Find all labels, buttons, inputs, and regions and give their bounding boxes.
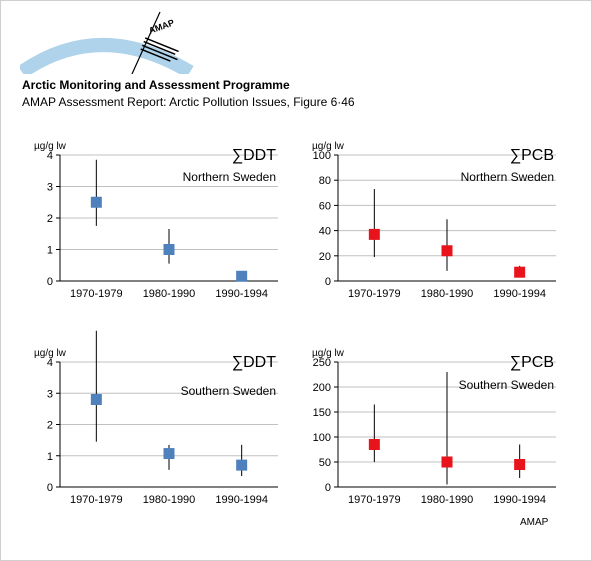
data-point	[163, 244, 175, 255]
y-tick-label: 4	[47, 357, 53, 369]
x-tick-label: 1990-1994	[215, 494, 268, 506]
y-tick-label: 0	[47, 276, 53, 288]
chart-title: ∑DDT	[232, 354, 277, 371]
chart-title: ∑DDT	[232, 147, 277, 164]
figure-title: Arctic Monitoring and Assessment Program…	[22, 78, 290, 92]
data-point	[90, 394, 102, 405]
chart-title: ∑PCB	[510, 354, 554, 371]
y-tick-label: 80	[319, 175, 331, 187]
chart-region-label: Southern Sweden	[181, 384, 276, 398]
y-tick-label: 1	[47, 245, 53, 257]
y-unit-label: µg/g lw	[34, 348, 67, 359]
figure-subtitle: AMAP Assessment Report: Arctic Pollution…	[22, 95, 355, 109]
data-point	[236, 459, 248, 471]
footer-credit: AMAP	[520, 517, 549, 528]
y-tick-label: 100	[313, 432, 331, 444]
data-point	[368, 439, 380, 450]
y-tick-label: 100	[313, 150, 331, 162]
data-point	[441, 245, 453, 257]
y-tick-label: 4	[47, 150, 53, 162]
chart-ddt-southern: µg/g lw 0 1 2 3 4 1970-1979 1980-1990 1990-1994 ∑…	[34, 330, 278, 506]
y-tick-label: 0	[47, 482, 53, 494]
x-tick-label: 1980-1990	[143, 288, 196, 300]
x-tick-label: 1970-1979	[70, 494, 123, 506]
x-tick-label: 1990-1994	[493, 288, 546, 300]
data-point	[163, 448, 175, 460]
chart-region-label: Northern Sweden	[461, 170, 554, 184]
chart-pcb-southern: µg/g lw 0 50 100 150 200 250 1970-1979 1980-1990…	[312, 348, 556, 506]
y-tick-label: 0	[325, 276, 331, 288]
x-tick-label: 1990-1994	[215, 288, 268, 300]
x-tick-label: 1970-1979	[348, 288, 401, 300]
data-point	[236, 270, 248, 282]
y-tick-label: 20	[319, 251, 331, 263]
y-tick-label: 200	[313, 382, 331, 394]
y-tick-label: 150	[313, 407, 331, 419]
y-unit-label: µg/g lw	[312, 348, 345, 359]
x-tick-label: 1970-1979	[70, 288, 123, 300]
chart-region-label: Southern Sweden	[459, 378, 554, 392]
y-tick-label: 2	[47, 213, 53, 225]
y-tick-label: 1	[47, 451, 53, 463]
data-point	[441, 456, 453, 468]
chart-pcb-northern: µg/g lw 0 20 40 60 80 100 1970-1979 1980-1990 199…	[312, 141, 556, 300]
amap-logo: AMAP	[20, 11, 194, 74]
y-tick-label: 50	[319, 457, 331, 469]
x-tick-label: 1980-1990	[143, 494, 196, 506]
data-point	[514, 266, 526, 278]
y-tick-label: 250	[313, 357, 331, 369]
chart-ddt-northern: µg/g lw 0 1 2 3 4 1970-1979 1980-1990 1990-1994 ∑…	[34, 141, 278, 300]
logo-text: AMAP	[147, 17, 175, 35]
x-tick-label: 1990-1994	[493, 494, 546, 506]
y-unit-label: µg/g lw	[312, 141, 345, 152]
y-tick-label: 2	[47, 420, 53, 432]
y-tick-label: 60	[319, 200, 331, 212]
chart-region-label: Northern Sweden	[183, 170, 276, 184]
x-tick-label: 1970-1979	[348, 494, 401, 506]
y-tick-label: 3	[47, 388, 53, 400]
y-tick-label: 0	[325, 482, 331, 494]
x-tick-label: 1980-1990	[421, 288, 474, 300]
data-point	[514, 459, 526, 470]
x-tick-label: 1980-1990	[421, 494, 474, 506]
data-point	[90, 196, 102, 208]
y-tick-label: 40	[319, 226, 331, 238]
data-point	[368, 228, 380, 240]
logo-tagline-lines	[140, 37, 179, 62]
y-tick-label: 3	[47, 182, 53, 194]
chart-title: ∑PCB	[510, 147, 554, 164]
y-unit-label: µg/g lw	[34, 141, 67, 152]
